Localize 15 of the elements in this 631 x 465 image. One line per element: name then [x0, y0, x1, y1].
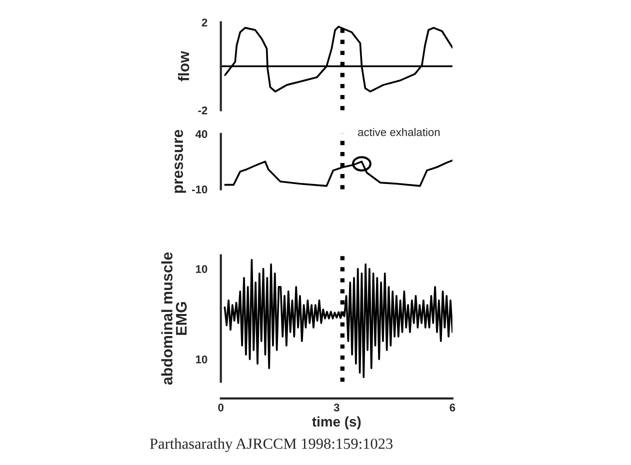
y-axis-title: abdominal muscle EMG: [161, 252, 187, 385]
annotation: active exhalation: [358, 128, 440, 136]
text: Parthasarathy AJRCCM 1998:159:1023: [150, 438, 393, 452]
x-tick-label: 6: [450, 404, 456, 412]
y-tick-label: -10: [192, 186, 208, 194]
y-axis-title: flow: [178, 50, 190, 82]
y-tick-label: 10: [196, 265, 208, 273]
x-tick-label: 3: [334, 404, 340, 412]
y-tick-label: 10: [196, 355, 208, 364]
y-tick-label: 40: [195, 130, 208, 138]
y-axis-title: pressure: [174, 130, 186, 193]
y-tick-label: -2: [198, 106, 208, 114]
x-tick-label: 0: [218, 404, 224, 412]
y-tick-label: 2: [202, 18, 208, 26]
x-axis-title: time (s): [312, 416, 361, 430]
